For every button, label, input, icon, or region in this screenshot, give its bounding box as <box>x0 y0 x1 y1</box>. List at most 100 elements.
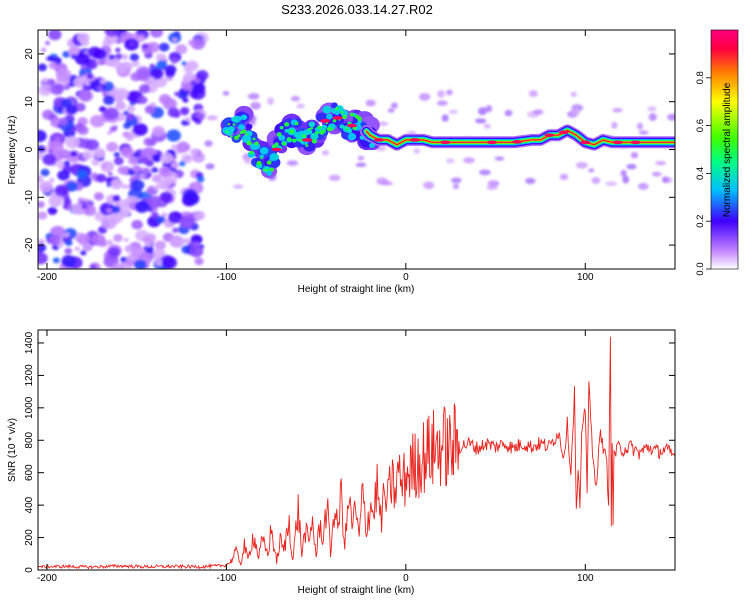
spectrogram-ridge-blob <box>252 137 256 141</box>
spectrogram-ridge-blob <box>322 129 326 133</box>
spectrogram-noise-blob <box>97 85 103 91</box>
spectrogram-ridge-peak <box>320 119 331 123</box>
spectrogram-noise-blob <box>82 150 94 160</box>
spectrogram-noise-blob <box>463 157 475 164</box>
spectrogram-noise-blob <box>184 192 200 205</box>
spectrogram-noise-blob <box>120 211 129 218</box>
spectrogram-noise-blob <box>193 210 206 221</box>
spectrogram-noise-blob <box>101 216 117 230</box>
spectrogram-noise-blob <box>474 118 487 124</box>
spectrogram-noise-blob <box>478 107 487 116</box>
spectrogram-ridge-blob <box>297 138 301 142</box>
spectrogram-noise-blob <box>195 118 202 125</box>
spectrogram-noise-blob <box>132 167 138 172</box>
spectrogram-noise-blob <box>181 61 187 66</box>
spectrogram-ridge-blob <box>260 156 263 160</box>
spectrogram-noise-blob <box>387 108 395 113</box>
snr-frame <box>37 329 676 571</box>
spectrogram-noise-blob <box>667 113 675 121</box>
spectrogram-noise-blob <box>437 89 445 98</box>
spectrogram-noise-blob <box>107 130 112 135</box>
spectrogram-ridge-blob <box>249 150 254 155</box>
spectrogram-noise-blob <box>107 247 121 258</box>
spectrogram-noise-blob <box>162 98 178 110</box>
spectrogram-noise-blob <box>138 172 146 180</box>
spectrogram-noise-blob <box>637 182 649 190</box>
snr-x-tick-label: 0 <box>403 573 409 584</box>
spectrogram-noise-blob <box>247 92 260 100</box>
spectrogram-noise-layer <box>38 30 675 269</box>
snr-y-axis: 0 200 400 600 800 1000 1200 1400 <box>24 331 675 573</box>
spectrogram-noise-blob <box>124 245 130 251</box>
spectrogram-noise-blob <box>98 106 107 113</box>
snr-y-tick-label: 200 <box>24 529 35 546</box>
spectrogram-noise-blob <box>126 113 135 121</box>
snr-y-tick-label: 600 <box>24 464 35 481</box>
colorbar-gradient <box>710 29 739 270</box>
snr-y-tick-label: 1000 <box>24 396 35 419</box>
spectrogram-noise-blob <box>156 215 166 224</box>
spectrogram-noise-blob <box>106 208 113 214</box>
spectrogram-ridge-blob <box>224 130 228 134</box>
spectrogram-noise-blob <box>64 247 73 255</box>
spectrogram-noise-blob <box>183 63 194 73</box>
spectrogram-noise-blob <box>117 166 128 175</box>
spectrogram-noise-blob <box>176 141 190 153</box>
spectrogram-noise-blob <box>365 99 376 107</box>
spectrogram-noise-blob <box>82 242 93 252</box>
spectrogram-noise-blob <box>76 233 91 245</box>
spectrogram-y-tick-label: 20 <box>24 48 35 60</box>
spectrogram-noise-blob <box>96 173 107 183</box>
spectrogram-x-label: Height of straight line (km) <box>298 284 415 295</box>
spectrogram-ridge-blob <box>266 160 272 165</box>
spectrogram-x-axis: -200 -100 0 100 <box>37 30 594 283</box>
spectrogram-noise-blob <box>38 145 46 153</box>
spectrogram-x-tick-label: -100 <box>216 272 236 283</box>
spectrogram-noise-blob <box>321 150 330 156</box>
spectrogram-ridge-blob <box>241 129 247 134</box>
spectrogram-noise-blob <box>80 39 90 47</box>
spectrogram-noise-blob <box>355 162 367 168</box>
spectrogram-noise-blob <box>155 53 167 62</box>
spectrogram-noise-blob <box>85 139 100 151</box>
spectrogram-noise-blob <box>93 48 107 60</box>
spectrogram-noise-blob <box>105 164 111 170</box>
spectrogram-noise-blob <box>160 152 174 164</box>
spectrogram-noise-blob <box>171 144 178 150</box>
spectrogram-noise-blob <box>133 259 147 269</box>
spectrogram-noise-blob <box>40 168 50 177</box>
spectrogram-noise-blob <box>161 256 178 269</box>
spectrogram-noise-blob <box>175 44 188 55</box>
spectrogram-noise-blob <box>418 93 431 101</box>
spectrogram-noise-blob <box>605 181 618 186</box>
snr-series-line <box>38 336 675 570</box>
spectrogram-ridge-blob <box>264 168 269 172</box>
spectrogram-ridge-blob <box>245 133 248 136</box>
spectrogram-noise-blob <box>576 161 588 169</box>
spectrogram-noise-blob <box>123 237 129 243</box>
spectrogram-noise-blob <box>452 183 460 190</box>
spectrogram-noise-blob <box>48 30 62 41</box>
spectrogram-noise-blob <box>267 97 274 105</box>
spectrogram-noise-blob <box>189 245 204 258</box>
spectrogram-x-tick-label: 100 <box>577 272 594 283</box>
spectrogram-noise-blob <box>141 157 150 165</box>
spectrogram-noise-blob <box>63 204 69 209</box>
spectrogram-noise-blob <box>104 30 119 37</box>
snr-y-tick-label: 0 <box>24 567 35 573</box>
spectrogram-ridge-blob <box>232 123 236 126</box>
spectrogram-noise-blob <box>54 184 69 197</box>
spectrogram-ridge-blob <box>311 139 317 144</box>
spectrogram-noise-blob <box>450 177 462 184</box>
spectrogram-noise-blob <box>357 155 365 161</box>
spectrogram-noise-blob <box>636 122 644 130</box>
spectrogram-noise-blob <box>86 73 94 80</box>
spectrogram-noise-blob <box>192 82 206 94</box>
spectrogram-noise-blob <box>111 263 125 269</box>
spectrogram-ridge-blob <box>274 154 280 160</box>
spectrogram-noise-blob <box>44 40 51 46</box>
spectrogram-noise-blob <box>98 59 106 66</box>
spectrogram-ridge-blob <box>314 131 319 135</box>
spectrogram-ridge-peak <box>347 123 358 128</box>
spectrogram-ridge-blob <box>246 140 252 146</box>
